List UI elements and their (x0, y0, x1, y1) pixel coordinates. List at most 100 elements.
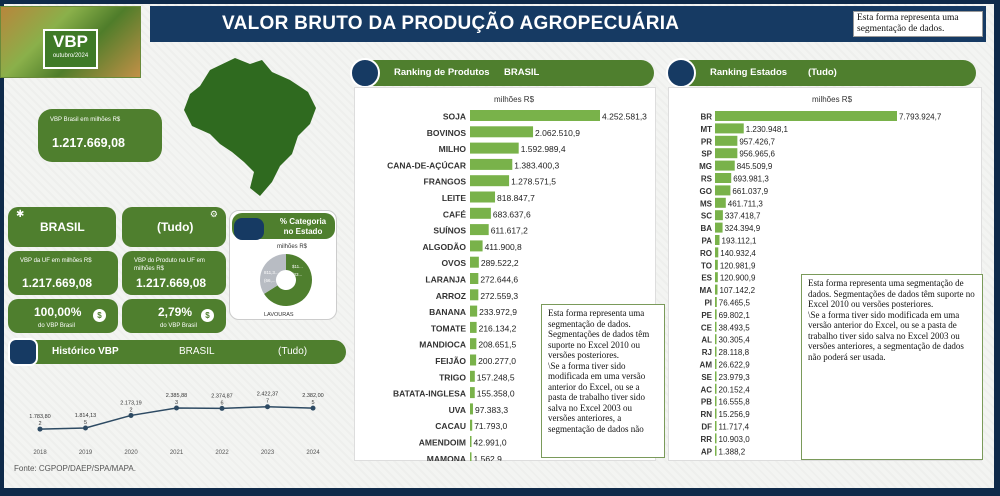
produto-filter-pill[interactable]: (Tudo) ⚙ (122, 207, 226, 247)
value-label: 30.305,4 (719, 336, 751, 345)
slice-label: $11... (292, 264, 303, 269)
value-label: 411.900,8 (485, 242, 522, 252)
bar[interactable] (715, 421, 717, 431)
unit-label: milhões R$ (494, 95, 535, 104)
value-label: 1.592.989,4 (521, 144, 566, 154)
bar[interactable] (470, 256, 479, 268)
slicer-note-produtos[interactable]: Esta forma representa uma segmentação de… (541, 304, 665, 458)
bar[interactable] (715, 396, 717, 407)
bar[interactable] (470, 289, 479, 301)
bar[interactable] (470, 452, 472, 461)
bar[interactable] (715, 210, 723, 221)
bar[interactable] (470, 354, 477, 366)
bar[interactable] (715, 123, 744, 134)
slicer-note-top[interactable]: Esta forma representa uma segmentação de… (853, 11, 983, 37)
bar[interactable] (715, 160, 735, 171)
bar[interactable] (715, 197, 726, 208)
bar[interactable] (470, 370, 475, 382)
donut-slice[interactable] (260, 254, 286, 294)
bar[interactable] (715, 321, 717, 332)
bar[interactable] (470, 436, 472, 447)
data-point[interactable] (83, 425, 88, 431)
vbp-brasil-card: VBP Brasil em milhões R$ 1.217.669,08 (38, 109, 162, 162)
data-point[interactable] (219, 405, 225, 411)
bar[interactable] (470, 387, 475, 399)
link-icon (350, 58, 380, 88)
bar[interactable] (470, 240, 483, 252)
bar[interactable] (715, 284, 718, 295)
bar[interactable] (470, 338, 477, 350)
bar[interactable] (470, 419, 473, 431)
logo-subtitle: outubro/2024 (52, 53, 89, 59)
ranking-estados-chart[interactable]: milhões R$ BR 7.793.924,7 MT 1.230.948,1 PR 95… (668, 87, 982, 461)
bar[interactable] (715, 334, 717, 345)
category-label: PI (704, 299, 712, 308)
brazil-map-icon[interactable] (180, 50, 320, 200)
value-label: 208.651,5 (478, 340, 516, 350)
category-label: MILHO (439, 144, 467, 154)
categoria-donut-chart[interactable]: $11... (33... 811,3... (66,... (258, 252, 314, 308)
bar[interactable] (715, 297, 717, 307)
value-label: 956.965,6 (739, 150, 775, 159)
bar[interactable] (715, 359, 717, 369)
ranking-produtos-header: Ranking de Produtos BRASIL (354, 60, 654, 86)
rank-label: 6 (220, 400, 223, 406)
data-point[interactable] (310, 405, 316, 411)
value-label: 272.644,6 (480, 275, 518, 285)
value-label: 38.493,5 (719, 323, 751, 332)
category-label: MT (700, 125, 712, 134)
bar[interactable] (715, 222, 723, 233)
bar[interactable] (470, 191, 496, 203)
historico-line-chart[interactable]: 1.783,80220181.814,13520192.173,19220202… (8, 368, 346, 460)
bar[interactable] (470, 142, 519, 154)
bar[interactable] (715, 247, 719, 258)
bar[interactable] (715, 259, 718, 270)
bar[interactable] (715, 235, 720, 245)
bar[interactable] (470, 207, 491, 219)
value-label: 97.383,3 (475, 405, 508, 415)
donut-slice[interactable] (264, 254, 312, 306)
slicer-note-estados[interactable]: Esta forma representa uma segmentação de… (801, 274, 983, 460)
category-label: DF (701, 423, 712, 432)
bar[interactable] (715, 148, 738, 159)
ranking-produtos-chart[interactable]: milhões R$ SOJA 4.252.581,3 BOVINOS 2.062.51… (354, 87, 656, 461)
value-label: 289.522,2 (481, 258, 519, 268)
bar[interactable] (715, 173, 732, 183)
bar[interactable] (715, 185, 731, 196)
data-point[interactable] (265, 404, 270, 410)
bar[interactable] (715, 346, 717, 357)
bar[interactable] (470, 110, 600, 121)
bar[interactable] (715, 408, 717, 419)
value-label: 69.802,1 (719, 311, 751, 320)
category-label: SP (701, 150, 712, 159)
bar[interactable] (470, 403, 473, 415)
uf-pct-sub: do VBP Brasil (38, 323, 75, 329)
data-point[interactable] (128, 412, 134, 418)
category-label: RN (700, 410, 712, 419)
bar[interactable] (715, 433, 717, 444)
value-label: 661.037,9 (732, 187, 768, 196)
bar[interactable] (470, 321, 477, 333)
bar[interactable] (470, 175, 510, 187)
bar[interactable] (715, 371, 717, 382)
data-point[interactable] (174, 405, 179, 411)
value-label: 71.793,0 (474, 421, 507, 431)
data-label: 1.814,13 (75, 413, 96, 419)
bar[interactable] (715, 135, 738, 146)
uf-filter-pill[interactable]: ✱ BRASIL (8, 207, 116, 247)
category-label: BANANA (429, 307, 466, 317)
category-label: FRANGOS (424, 177, 467, 187)
bar[interactable] (715, 309, 717, 320)
bar[interactable] (470, 273, 479, 284)
data-point[interactable] (37, 426, 43, 432)
bar[interactable] (470, 158, 513, 170)
bar[interactable] (715, 383, 717, 394)
bar[interactable] (470, 126, 534, 138)
value-label: 140.932,4 (720, 249, 756, 258)
bar-chart-icon (8, 338, 38, 366)
bar[interactable] (715, 445, 717, 456)
bar[interactable] (470, 224, 489, 236)
bar[interactable] (715, 272, 718, 283)
bar[interactable] (715, 111, 897, 121)
bar[interactable] (470, 305, 478, 317)
